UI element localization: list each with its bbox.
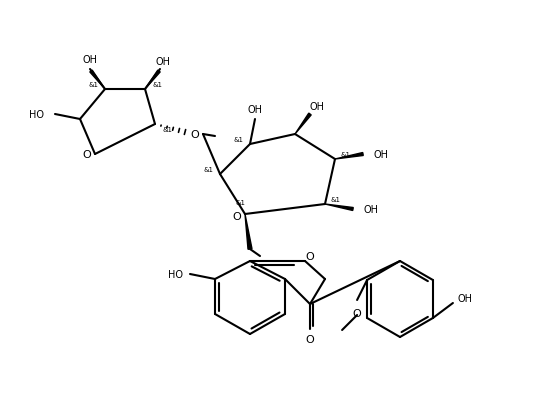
- Text: OH: OH: [364, 204, 379, 214]
- Text: O: O: [306, 252, 314, 261]
- Text: O: O: [190, 130, 200, 139]
- Text: O: O: [232, 211, 242, 221]
- Text: &1: &1: [162, 127, 172, 133]
- Polygon shape: [145, 71, 160, 90]
- Text: &1: &1: [330, 196, 340, 202]
- Polygon shape: [295, 114, 311, 135]
- Text: O: O: [353, 308, 362, 318]
- Text: OH: OH: [457, 293, 472, 303]
- Text: &1: &1: [233, 137, 243, 143]
- Polygon shape: [90, 71, 105, 90]
- Text: &1: &1: [340, 152, 350, 157]
- Polygon shape: [325, 204, 353, 211]
- Text: &1: &1: [203, 166, 213, 173]
- Text: OH: OH: [373, 150, 388, 160]
- Polygon shape: [245, 214, 252, 249]
- Polygon shape: [335, 153, 363, 160]
- Text: &1: &1: [235, 200, 245, 205]
- Text: OH: OH: [82, 55, 97, 65]
- Text: O: O: [306, 334, 314, 344]
- Text: OH: OH: [155, 57, 171, 67]
- Text: &1: &1: [152, 82, 162, 88]
- Text: OH: OH: [309, 102, 324, 112]
- Text: &1: &1: [88, 82, 98, 88]
- Text: HO: HO: [167, 270, 182, 279]
- Text: HO: HO: [29, 110, 44, 120]
- Text: O: O: [83, 150, 91, 160]
- Text: OH: OH: [247, 105, 263, 115]
